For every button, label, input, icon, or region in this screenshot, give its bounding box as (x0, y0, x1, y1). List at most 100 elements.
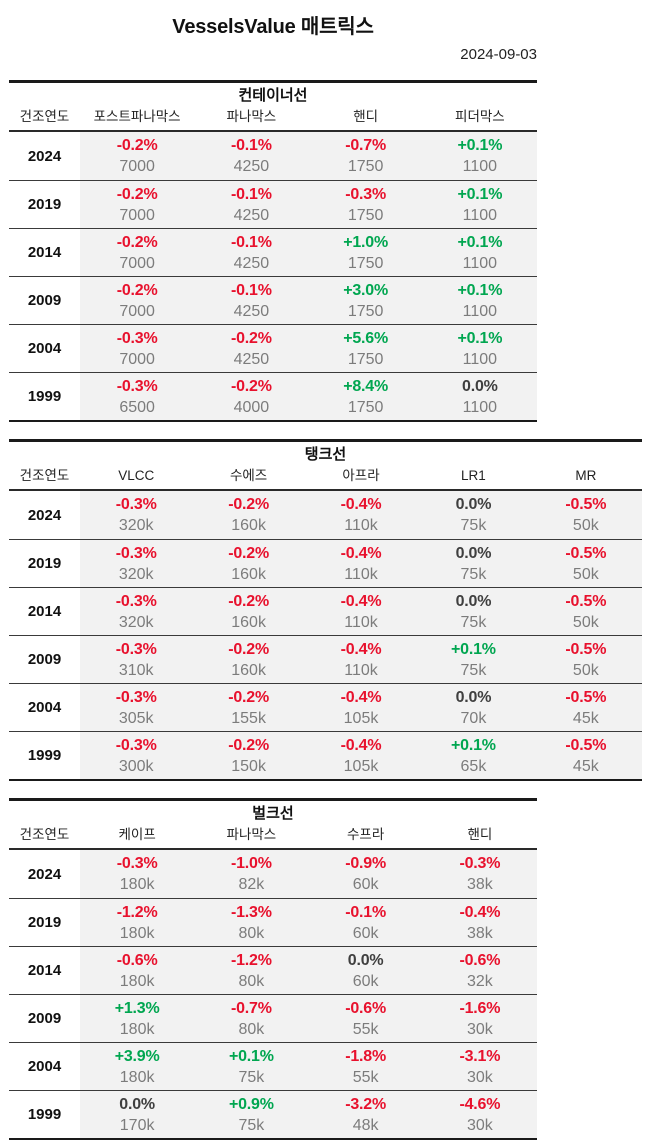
pct-change-value: 0.0% (462, 378, 498, 395)
asset-value: 30k (466, 1117, 493, 1134)
table-row: 2009 +1.3% 180k -0.7% 80k -0.6% 55k -1.6% 30k (9, 994, 537, 1042)
asset-value: 82k (238, 876, 265, 893)
asset-value: 30k (466, 1021, 493, 1038)
asset-value: 1750 (347, 303, 384, 320)
asset-value: 80k (238, 925, 265, 942)
asset-value: 75k (238, 1069, 265, 1086)
data-cell: +5.6% 1750 (309, 325, 423, 372)
data-cell: 0.0% 75k (417, 491, 529, 539)
pct-change-value: 0.0% (455, 689, 492, 706)
data-cell: -0.4% 105k (305, 732, 417, 779)
asset-value: 75k (460, 517, 487, 534)
pct-change-value: 0.0% (455, 545, 492, 562)
year-label: 2014 (9, 229, 80, 276)
asset-value: 300k (118, 758, 154, 775)
data-cell: +0.1% 65k (417, 732, 529, 779)
asset-value: 7000 (119, 303, 155, 320)
pct-change-value: +0.1% (457, 137, 503, 154)
data-cell: -0.2% 160k (192, 540, 304, 587)
table-row: 2024 -0.3% 320k -0.2% 160k -0.4% 110k 0.0% 75k -0… (9, 491, 642, 539)
row-cells: -0.3% 305k -0.2% 155k -0.4% 105k 0.0% 70k -0.5% 4… (80, 684, 642, 731)
asset-value: 320k (118, 566, 154, 583)
pct-change-value: -0.2% (116, 137, 158, 154)
asset-value: 75k (238, 1117, 265, 1134)
asset-value: 75k (460, 662, 487, 679)
data-cell: 0.0% 1100 (423, 373, 537, 420)
asset-value: 6500 (119, 399, 155, 416)
pct-change-value: -0.7% (345, 137, 387, 154)
data-cell: -0.1% 4250 (194, 132, 308, 180)
pct-change-value: +8.4% (343, 378, 389, 395)
data-cell: 0.0% 170k (80, 1091, 194, 1138)
pct-change-value: -1.2% (230, 952, 272, 969)
pct-change-value: -0.2% (228, 496, 270, 513)
data-cell: -0.7% 1750 (309, 132, 423, 180)
data-cell: -0.7% 80k (194, 995, 308, 1042)
row-cells: -0.2% 7000 -0.1% 4250 -0.3% 1750 +0.1% 1100 (80, 181, 537, 228)
pct-change-value: -0.2% (228, 545, 270, 562)
asset-value: 55k (352, 1021, 379, 1038)
asset-value: 1100 (462, 303, 498, 320)
pct-change-value: +1.3% (114, 1000, 160, 1017)
data-cell: +0.1% 75k (194, 1043, 308, 1090)
asset-value: 48k (352, 1117, 379, 1134)
asset-value: 32k (466, 973, 493, 990)
pct-change-value: -1.0% (230, 855, 272, 872)
row-cells: -1.2% 180k -1.3% 80k -0.1% 60k -0.4% 38k (80, 899, 537, 946)
pct-change-value: -0.2% (228, 689, 270, 706)
data-cell: -0.1% 4250 (194, 229, 308, 276)
year-column-header: 건조연도 (19, 827, 70, 842)
pct-change-value: +0.1% (228, 1048, 274, 1065)
asset-value: 38k (466, 876, 493, 893)
table-row: 2024 -0.3% 180k -1.0% 82k -0.9% 60k -0.3% 38k (9, 850, 537, 898)
data-cell: -0.2% 4250 (194, 325, 308, 372)
asset-value: 7000 (119, 351, 155, 368)
data-cell: -0.4% 110k (305, 588, 417, 635)
year-label: 2024 (9, 132, 80, 180)
year-label: 2019 (9, 540, 80, 587)
pct-change-value: -0.5% (565, 545, 607, 562)
table-row: 2014 -0.2% 7000 -0.1% 4250 +1.0% 1750 +0.1% 1100 (9, 228, 537, 276)
data-cell: -0.3% 320k (80, 540, 192, 587)
asset-value: 45k (572, 758, 599, 775)
asset-value: 80k (238, 1021, 265, 1038)
data-cell: +1.3% 180k (80, 995, 194, 1042)
table-row: 2019 -1.2% 180k -1.3% 80k -0.1% 60k -0.4% 38k (9, 898, 537, 946)
data-cell: -0.1% 4250 (194, 277, 308, 324)
data-cell: -0.3% 320k (80, 588, 192, 635)
data-cell: -0.9% 60k (309, 850, 423, 898)
pct-change-value: -1.6% (459, 1000, 501, 1017)
data-cell: +0.1% 75k (417, 636, 529, 683)
asset-value: 55k (352, 1069, 379, 1086)
asset-value: 50k (572, 517, 599, 534)
asset-value: 4000 (233, 399, 270, 416)
year-label: 1999 (9, 373, 80, 420)
asset-value: 160k (231, 566, 266, 583)
data-cell: +0.1% 1100 (423, 325, 537, 372)
data-cell: -0.5% 45k (530, 684, 642, 731)
data-cell: +3.0% 1750 (309, 277, 423, 324)
data-cell: -1.6% 30k (423, 995, 537, 1042)
pct-change-value: -0.2% (116, 186, 158, 203)
pct-change-value: -0.2% (228, 641, 270, 658)
pct-change-value: -0.3% (115, 545, 157, 562)
asset-value: 4250 (233, 158, 270, 175)
data-cell: -3.1% 30k (423, 1043, 537, 1090)
row-cells: -0.3% 300k -0.2% 150k -0.4% 105k +0.1% 65k -0.5%… (80, 732, 642, 779)
pct-change-value: 0.0% (455, 593, 492, 610)
year-label: 2004 (9, 325, 80, 372)
data-cell: -0.4% 38k (423, 899, 537, 946)
asset-value: 305k (118, 710, 154, 727)
pct-change-value: -0.4% (340, 496, 382, 513)
section-table: 탱크선 건조연도 VLCC 수에즈 아프라 LR1 MR 2024 -0.3% 320k -0.2%… (9, 439, 642, 781)
pct-change-value: -0.5% (565, 496, 607, 513)
asset-value: 50k (572, 614, 599, 631)
data-cell: +1.0% 1750 (309, 229, 423, 276)
data-cell: -0.2% 7000 (80, 277, 194, 324)
row-cells: -0.3% 320k -0.2% 160k -0.4% 110k 0.0% 75k -0.5% 5… (80, 540, 642, 587)
pct-change-value: -0.2% (230, 330, 272, 347)
column-header-row: 건조연도 케이프 파나막스 수프라 핸디 (9, 824, 537, 850)
year-label: 2014 (9, 588, 80, 635)
asset-value: 1100 (462, 255, 498, 272)
table-row: 2004 -0.3% 7000 -0.2% 4250 +5.6% 1750 +0.1% 1100 (9, 324, 537, 372)
